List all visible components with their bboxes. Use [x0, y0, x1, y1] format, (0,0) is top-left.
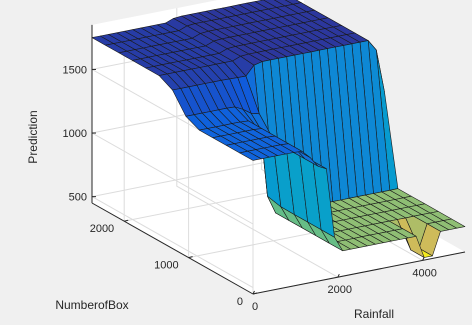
y-tick-label: 0	[237, 296, 243, 308]
x-axis-line	[252, 251, 466, 295]
x-tick-mark	[422, 257, 425, 261]
y-tick-mark	[252, 292, 258, 295]
x-tick-label: 0	[252, 301, 258, 313]
surface-patch	[239, 150, 262, 161]
tick-labels: 0 2000 4000 0 1000 2000 500 1000 1500	[63, 64, 437, 313]
z-tick-label: 500	[69, 192, 87, 204]
x-tick-mark	[337, 273, 340, 278]
y-axis-line	[91, 202, 254, 295]
z-tick-label: 1000	[63, 128, 87, 140]
z-tick-label: 1500	[63, 64, 87, 76]
x-axis-label: Rainfall	[354, 307, 394, 321]
y-tick-mark	[188, 256, 193, 259]
y-tick-label: 2000	[90, 223, 114, 235]
y-axis-label: NumberofBox	[55, 298, 128, 312]
z-axis-label: Prediction	[26, 110, 40, 163]
x-tick-label: 2000	[328, 284, 352, 296]
axis-labels: Rainfall NumberofBox Prediction	[26, 110, 394, 321]
y-tick-mark	[124, 219, 129, 222]
surface-mesh	[91, 0, 466, 258]
axis-lines	[91, 24, 466, 295]
y-tick-label: 1000	[154, 260, 178, 272]
x-tick-label: 4000	[412, 267, 436, 279]
